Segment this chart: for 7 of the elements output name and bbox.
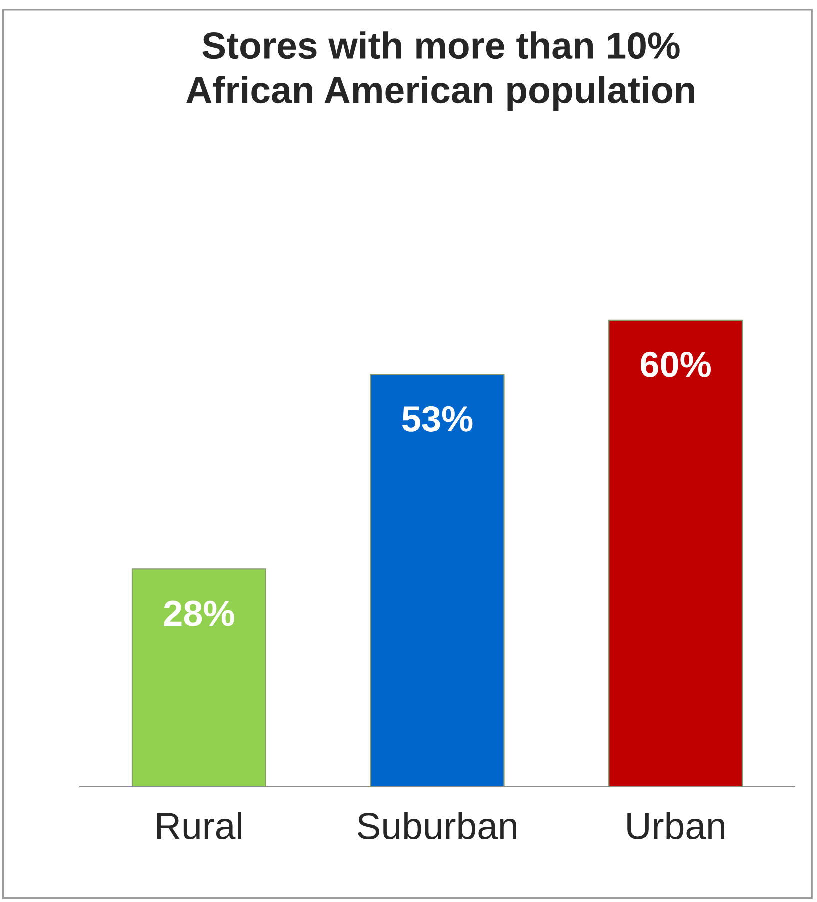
x-tick-label: Suburban	[358, 812, 516, 840]
data-label: 60%	[640, 352, 711, 378]
chart-title: Stores with more than 10% African American population	[186, 32, 694, 111]
data-label: 53%	[402, 406, 473, 432]
data-label: 28%	[164, 600, 234, 626]
x-tick-label: Urban	[628, 812, 724, 840]
x-tick-label: Rural	[157, 812, 242, 840]
